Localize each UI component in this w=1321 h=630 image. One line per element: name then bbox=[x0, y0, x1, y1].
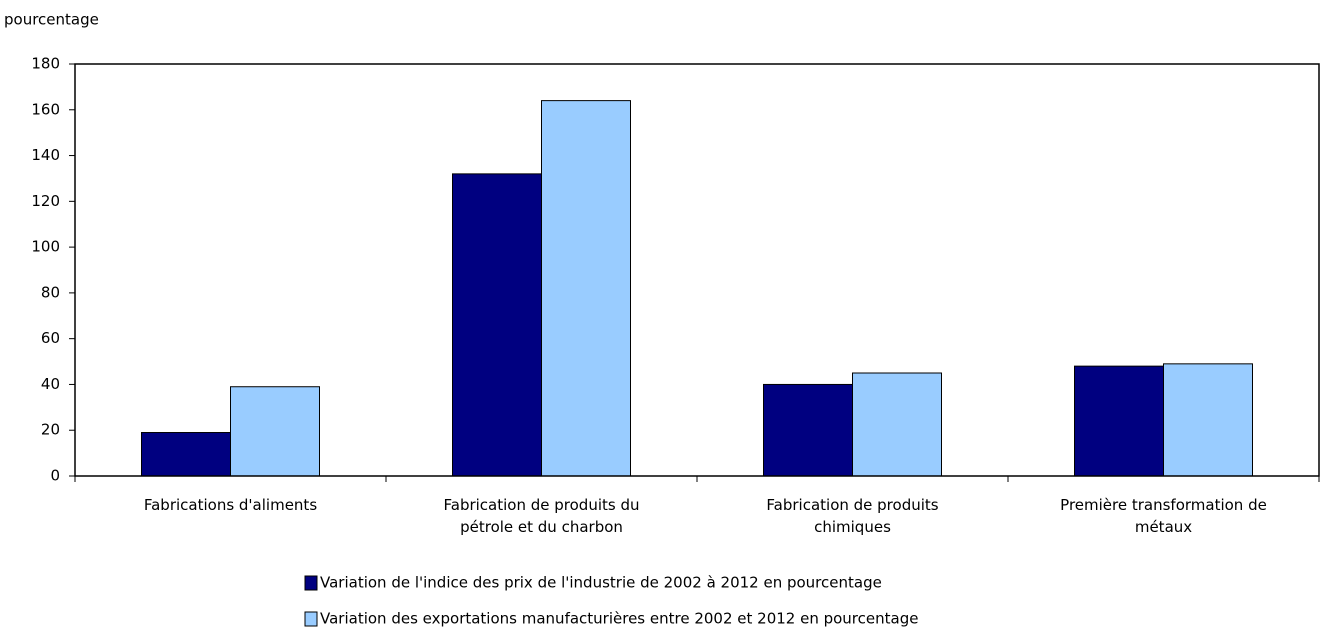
x-tick-label: Fabrications d'aliments bbox=[143, 496, 318, 514]
legend-label: Variation des exportations manufacturièr… bbox=[320, 610, 918, 628]
y-tick-label: 160 bbox=[31, 100, 60, 118]
y-tick-label: 180 bbox=[31, 55, 60, 73]
x-tick-label: Fabrication de produits du pétrole et du… bbox=[443, 496, 640, 536]
legend-swatch bbox=[304, 575, 318, 591]
y-tick-label: 140 bbox=[31, 146, 60, 164]
bar bbox=[1074, 365, 1164, 477]
x-tick-label: Fabrication de produits chimiques bbox=[766, 496, 939, 536]
bar bbox=[141, 432, 231, 477]
y-tick-label: 120 bbox=[31, 192, 60, 210]
y-axis-label: pourcentage bbox=[4, 11, 99, 29]
y-tick-label: 20 bbox=[41, 421, 60, 439]
y-tick-label: 80 bbox=[41, 283, 60, 301]
x-tick-label: Première transformation de métaux bbox=[1060, 496, 1267, 536]
plot-frame bbox=[74, 63, 1320, 477]
bar bbox=[1163, 363, 1253, 477]
legend-swatch bbox=[304, 611, 318, 627]
legend-label: Variation de l'indice des prix de l'indu… bbox=[320, 574, 882, 592]
bar bbox=[452, 173, 542, 477]
bar bbox=[230, 386, 320, 477]
y-tick-label: 100 bbox=[31, 238, 60, 256]
y-tick-label: 60 bbox=[41, 329, 60, 347]
bar bbox=[852, 372, 942, 477]
bar bbox=[541, 100, 631, 477]
y-tick-label: 40 bbox=[41, 375, 60, 393]
bar bbox=[763, 383, 853, 477]
y-tick-label: 0 bbox=[50, 467, 60, 485]
